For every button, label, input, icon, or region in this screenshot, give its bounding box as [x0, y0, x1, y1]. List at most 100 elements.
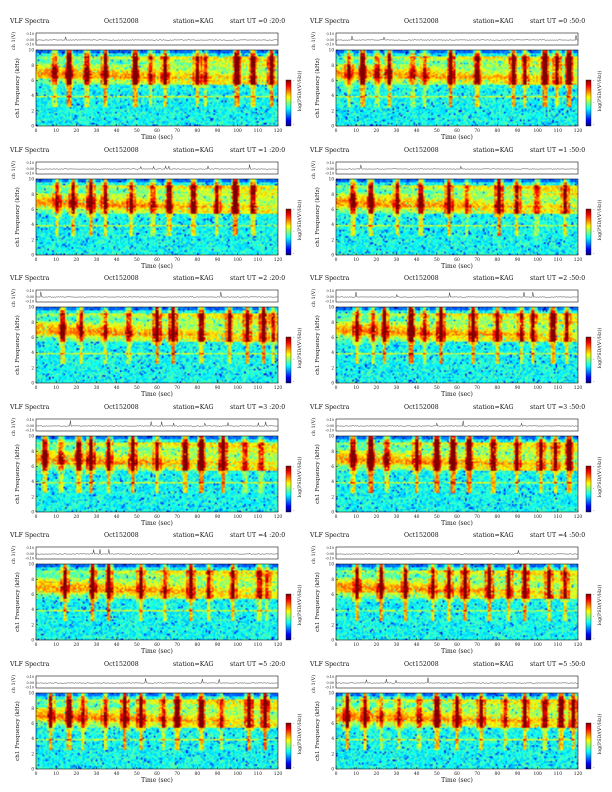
colorbar — [285, 208, 292, 255]
trace-tick-label: -0.10 — [25, 557, 34, 561]
y-axis-label: ch1 Frequency (kHz) — [314, 315, 321, 375]
colorbar-tick-label: - — [293, 636, 295, 641]
start-time-label: start UT =4 :50:0 — [530, 532, 585, 539]
start-time-label: start UT =0 :20:0 — [230, 18, 285, 25]
y-tick-label: 10 — [329, 305, 335, 310]
y-tick-label: 10 — [29, 433, 35, 438]
colorbar-tick-label: - — [593, 379, 595, 384]
x-axis-label: Time (sec) — [441, 391, 473, 398]
x-tick-label: 50 — [434, 772, 440, 777]
y-tick-label: 8 — [331, 705, 334, 710]
trace-axis-label: ch 1(V) — [310, 417, 317, 435]
start-time-label: start UT =5 :50:0 — [530, 661, 585, 668]
station-label: station=KAG — [473, 404, 514, 411]
colorbar — [585, 465, 592, 512]
x-tick-label: 60 — [454, 643, 460, 648]
y-tick-label: 10 — [29, 176, 35, 181]
x-tick-label: 120 — [574, 772, 583, 777]
x-tick-label: 50 — [134, 386, 140, 391]
x-tick-label: 60 — [154, 515, 160, 520]
x-axis-label: Time (sec) — [141, 391, 173, 398]
x-tick-label: 110 — [554, 772, 563, 777]
x-tick-label: 110 — [254, 129, 263, 134]
trace-axis-label: ch 1(V) — [10, 160, 17, 178]
chart-title: VLF Spectra — [309, 147, 350, 154]
trace-frame — [335, 546, 579, 560]
colorbar-tick-label: - — [593, 207, 595, 212]
x-tick-label: 70 — [174, 258, 180, 263]
spectrogram-chart: VLF Spectra Oct152008 station=KAG start UT … — [309, 18, 603, 141]
x-tick-label: 70 — [174, 515, 180, 520]
spectrogram-chart: VLF Spectra Oct152008 station=KAG start UT … — [309, 404, 603, 527]
x-tick-label: 50 — [434, 129, 440, 134]
trace-tick-label: 0.00 — [26, 167, 34, 171]
x-tick-label: 110 — [254, 643, 263, 648]
x-tick-label: 30 — [94, 515, 100, 520]
trace-line — [335, 292, 578, 298]
trace-tick-label: 0.10 — [326, 418, 334, 422]
spectrogram-chart: VLF Spectra Oct152008 station=KAG start UT … — [309, 147, 603, 270]
y-tick-label: 2 — [31, 365, 34, 370]
start-time-label: start UT =2 :50:0 — [530, 275, 585, 282]
colorbar-tick-label: - — [293, 229, 295, 234]
spectrogram-panel: VLF Spectra Oct152008 station=KAG start UT … — [308, 528, 604, 656]
date-label: Oct152008 — [404, 404, 439, 411]
trace-axis-label: ch 1(V) — [10, 289, 17, 307]
x-tick-label: 90 — [515, 386, 521, 391]
colorbar-tick-label: - — [293, 357, 295, 362]
x-tick-label: 60 — [454, 515, 460, 520]
trace-axis-label: ch 1(V) — [10, 32, 17, 50]
x-tick-label: 120 — [274, 129, 283, 134]
trace-tick-label: -0.10 — [325, 171, 334, 175]
x-tick-label: 40 — [414, 643, 420, 648]
x-tick-label: 80 — [195, 129, 201, 134]
spectrogram-panel: VLF Spectra Oct152008 station=KAG start UT … — [308, 657, 604, 785]
start-time-label: start UT =3 :20:0 — [230, 404, 285, 411]
y-axis-label: ch1 Frequency (kHz) — [14, 315, 21, 375]
x-tick-label: 0 — [335, 258, 338, 263]
y-axis-label: ch1 Frequency (kHz) — [314, 572, 321, 632]
trace-frame — [335, 289, 579, 303]
y-tick-label: 2 — [31, 494, 34, 499]
colorbar-tick-label: - — [293, 486, 295, 491]
trace-line — [335, 550, 578, 555]
trace-tick-label: 0.00 — [26, 424, 34, 428]
x-tick-label: 90 — [215, 515, 221, 520]
x-tick-label: 10 — [53, 643, 59, 648]
trace-tick-label: 0.00 — [26, 552, 34, 556]
trace-axis-label: ch 1(V) — [310, 674, 317, 692]
y-tick-label: 8 — [31, 448, 34, 453]
x-tick-label: 100 — [533, 129, 542, 134]
x-tick-label: 30 — [394, 643, 400, 648]
x-tick-label: 100 — [233, 129, 242, 134]
trace-tick-label: 0.10 — [326, 32, 334, 36]
chart-title: VLF Spectra — [9, 404, 50, 411]
date-label: Oct152008 — [104, 18, 139, 25]
x-tick-label: 10 — [53, 129, 59, 134]
trace-line — [335, 35, 578, 41]
y-axis-label: ch1 Frequency (kHz) — [14, 572, 21, 632]
colorbar-tick-label: - — [293, 592, 295, 597]
chart-title: VLF Spectra — [9, 18, 50, 25]
y-tick-label: 2 — [331, 622, 334, 627]
colorbar-label: log(PSD/(V²/Hz)) — [596, 199, 603, 240]
x-tick-label: 80 — [495, 386, 501, 391]
spectrogram-panel: VLF Spectra Oct152008 station=KAG start UT … — [8, 528, 304, 656]
y-tick-label: 10 — [329, 562, 335, 567]
chart-title: VLF Spectra — [309, 404, 350, 411]
spectrogram-heatmap — [36, 564, 278, 640]
y-tick-label: 8 — [31, 705, 34, 710]
x-tick-label: 50 — [134, 515, 140, 520]
x-tick-label: 50 — [134, 258, 140, 263]
colorbar-tick-label: - — [593, 251, 595, 256]
y-tick-label: 6 — [31, 207, 34, 212]
colorbar — [585, 208, 592, 255]
y-tick-label: 4 — [31, 736, 34, 741]
trace-tick-label: -0.10 — [325, 43, 334, 47]
y-tick-label: 6 — [331, 721, 334, 726]
spectrogram-chart: VLF Spectra Oct152008 station=KAG start UT … — [9, 18, 303, 141]
x-tick-label: 40 — [114, 386, 120, 391]
spectrogram-heatmap — [36, 692, 278, 769]
x-tick-label: 50 — [434, 386, 440, 391]
x-tick-label: 100 — [233, 386, 242, 391]
